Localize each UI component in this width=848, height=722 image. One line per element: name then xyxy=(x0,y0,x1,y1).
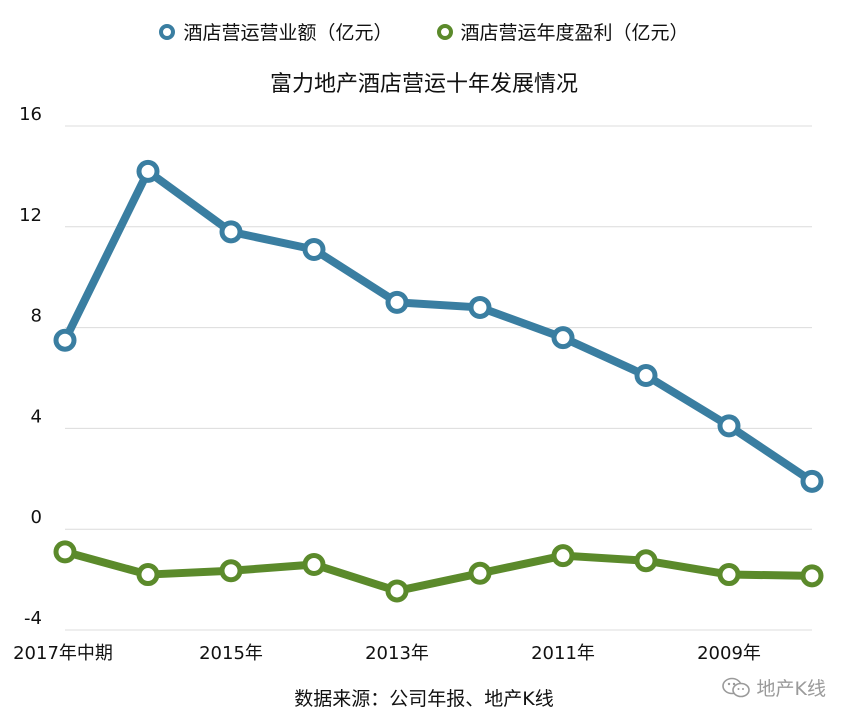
series-line-0 xyxy=(61,167,816,486)
y-tick-label: 16 xyxy=(19,104,42,125)
y-tick-label: 0 xyxy=(31,507,42,528)
series-lines xyxy=(53,159,824,603)
x-tick-label: 2013年 xyxy=(365,643,429,664)
series-line-1 xyxy=(61,547,816,595)
data-point-0-8 xyxy=(717,414,741,438)
data-point-1-2 xyxy=(219,559,243,583)
chart-title: 富力地产酒店营运十年发展情况 xyxy=(269,72,578,97)
data-point-1-0 xyxy=(53,540,77,564)
data-point-1-3 xyxy=(302,552,326,576)
data-point-1-9 xyxy=(800,564,824,588)
data-point-0-6 xyxy=(551,326,575,350)
legend-label-profit: 酒店营运年度盈利（亿元） xyxy=(460,22,689,44)
watermark: 地产K线 xyxy=(721,674,826,701)
y-axis-ticks: -4 0 4 8 12 16 xyxy=(19,104,42,629)
data-point-0-0 xyxy=(53,328,77,352)
y-tick-label: -4 xyxy=(24,608,42,629)
data-point-1-8 xyxy=(717,563,741,587)
grid-lines xyxy=(65,125,812,631)
legend-item-revenue: 酒店营运营业额（亿元） xyxy=(159,18,393,45)
data-point-0-7 xyxy=(634,363,658,387)
y-tick-label: 8 xyxy=(31,306,42,327)
y-tick-label: 12 xyxy=(19,205,42,226)
data-point-0-1 xyxy=(136,159,160,183)
data-point-1-4 xyxy=(385,579,409,603)
data-point-0-4 xyxy=(385,290,409,314)
data-point-0-3 xyxy=(302,237,326,261)
data-point-1-7 xyxy=(634,549,658,573)
x-axis-ticks: 2017年中期 2015年 2013年 2011年 2009年 xyxy=(13,643,761,664)
data-point-0-2 xyxy=(219,220,243,244)
watermark-text: 地产K线 xyxy=(756,678,826,700)
chart-legend: 酒店营运营业额（亿元） 酒店营运年度盈利（亿元） xyxy=(0,18,848,45)
legend-item-profit: 酒店营运年度盈利（亿元） xyxy=(436,18,689,45)
x-tick-label: 2017年中期 xyxy=(13,643,113,664)
x-tick-label: 2015年 xyxy=(199,643,263,664)
legend-marker-profit xyxy=(436,23,453,40)
chat-bubble-icon xyxy=(721,677,750,697)
x-tick-label: 2011年 xyxy=(531,643,595,664)
data-point-1-1 xyxy=(136,563,160,587)
legend-marker-revenue xyxy=(159,23,176,40)
data-point-1-5 xyxy=(468,561,492,585)
data-point-0-5 xyxy=(468,295,492,319)
data-point-0-9 xyxy=(800,469,824,493)
x-tick-label: 2009年 xyxy=(697,643,761,664)
y-tick-label: 4 xyxy=(31,406,42,427)
data-point-1-6 xyxy=(551,544,575,568)
data-source-note: 数据来源：公司年报、地产K线 xyxy=(294,688,554,710)
legend-label-revenue: 酒店营运营业额（亿元） xyxy=(183,22,393,44)
